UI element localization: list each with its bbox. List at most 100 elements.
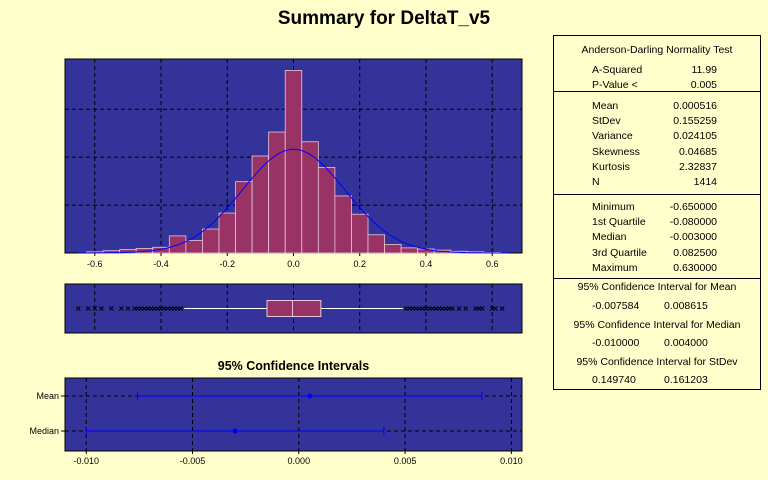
boxplot-outlier-marker (118, 306, 124, 311)
stat-label: 3rd Quartile (592, 247, 647, 259)
boxplot-outlier-marker (479, 306, 485, 311)
ci-chart-title: 95% Confidence Intervals (217, 359, 370, 373)
normality-test-section: Anderson-Darling Normality Test A-Square… (554, 36, 760, 92)
histogram-x-tick-label: 0.0 (287, 259, 300, 269)
ci-row: -0.010000 0.004000 (554, 336, 760, 351)
stat-label: 1st Quartile (592, 216, 646, 228)
boxplot-outlier-marker (450, 306, 455, 311)
normality-test-title: Anderson-Darling Normality Test (581, 44, 733, 56)
stat-label: Maximum (592, 262, 638, 274)
ci-row: 0.149740 0.161203 (554, 373, 760, 388)
stat-value: 11.99 (691, 64, 718, 76)
ci-median-title: 95% Confidence Interval for Median (573, 319, 741, 331)
moments-section: Mean 0.000516 StDev 0.155259 Variance 0.… (554, 92, 760, 195)
ci-row: -0.007584 0.008615 (554, 299, 760, 314)
stat-label: Skewness (592, 146, 640, 158)
stat-label: A-Squared (592, 64, 643, 76)
stat-row: Mean 0.000516 (554, 99, 760, 114)
boxplot-outlier-marker (99, 306, 104, 311)
boxplot-outlier-marker (456, 306, 462, 311)
stat-row: Skewness 0.04685 (554, 145, 760, 160)
histogram-bar (317, 167, 336, 254)
histogram-x-tick-label: 0.6 (486, 259, 499, 269)
stat-row: A-Squared 11.99 (554, 63, 760, 78)
stat-value: 0.024105 (673, 130, 717, 142)
boxplot-outlier-marker (463, 306, 469, 311)
ci-plot-area (64, 377, 523, 452)
ci-lower-value: -0.010000 (592, 337, 640, 349)
ci-row-label: Mean (36, 391, 59, 401)
stat-value: 0.005 (690, 79, 717, 91)
stat-label: Mean (592, 100, 619, 112)
ci-estimate-point (307, 393, 313, 399)
boxplot-outlier-marker (178, 306, 184, 311)
stats-panel: Anderson-Darling Normality Test A-Square… (553, 35, 761, 390)
stat-row: Maximum 0.630000 (554, 261, 760, 276)
stat-value: 1414 (693, 176, 717, 188)
histogram-x-tick-label: -0.2 (220, 259, 236, 269)
histogram-bar (185, 240, 203, 254)
ci-lower-value: -0.007584 (592, 300, 640, 312)
stat-value: 0.155259 (673, 115, 717, 127)
stat-row: N 1414 (554, 175, 760, 190)
histogram-bar (367, 234, 385, 254)
boxplot-outlier-marker (125, 306, 131, 311)
stat-label: Median (592, 231, 627, 243)
ci-upper-value: 0.008615 (664, 300, 708, 312)
ci-lower-value: 0.149740 (592, 374, 636, 386)
stat-row: 3rd Quartile 0.082500 (554, 246, 760, 261)
histogram-x-tick-label: 0.4 (420, 259, 433, 269)
stat-label: Kurtosis (592, 161, 630, 173)
histogram-bar (384, 244, 402, 254)
stat-label: P-Value < (592, 79, 638, 91)
boxplot-outlier-marker (109, 306, 114, 311)
stat-value: -0.650000 (669, 201, 717, 213)
stat-value: -0.003000 (669, 231, 717, 243)
stat-label: StDev (592, 115, 621, 127)
stat-label: Variance (592, 130, 633, 142)
stat-row: Median -0.003000 (554, 230, 760, 245)
stat-value: -0.080000 (669, 216, 717, 228)
ci-upper-value: 0.004000 (664, 337, 708, 349)
boxplot-outlier-marker (493, 306, 498, 311)
histogram-x-tick-label: -0.6 (87, 259, 103, 269)
histogram-bar (400, 247, 419, 254)
histogram-bar (351, 213, 369, 254)
histogram-bar (334, 195, 352, 254)
ci-stdev-title: 95% Confidence Interval for StDev (576, 356, 738, 368)
histogram-x-tick-label: -0.4 (153, 259, 169, 269)
boxplot-outlier-marker (499, 306, 505, 311)
quantiles-section: Minimum -0.650000 1st Quartile -0.080000… (554, 195, 760, 279)
stat-row: 1st Quartile -0.080000 (554, 215, 760, 230)
normal-fit-curve (78, 148, 509, 254)
chart-title: Summary for DeltaT_v5 (277, 8, 491, 29)
boxplot-outlier-marker (92, 306, 98, 311)
ci-x-tick-label: 0.000 (288, 456, 311, 466)
ci-estimate-point (232, 428, 238, 434)
stat-label: Minimum (592, 201, 635, 213)
stat-row: Kurtosis 2.32837 (554, 160, 760, 175)
stat-label: N (592, 176, 600, 188)
stat-value: 0.04685 (679, 146, 717, 158)
histogram-bar (268, 131, 286, 254)
stat-value: 0.000516 (673, 100, 717, 112)
histogram-bar (235, 181, 253, 254)
boxplot-outlier-marker (85, 306, 91, 311)
ci-mean-title: 95% Confidence Interval for Mean (577, 281, 737, 293)
stat-value: 2.32837 (679, 161, 717, 173)
stat-row: Minimum -0.650000 (554, 200, 760, 215)
boxplot-box (266, 300, 322, 317)
stat-row: StDev 0.155259 (554, 114, 760, 129)
histogram-bar (251, 155, 270, 254)
ci-row-label: Median (29, 426, 59, 436)
histogram-x-tick-label: 0.2 (353, 259, 366, 269)
ci-upper-value: 0.161203 (664, 374, 708, 386)
stat-row: Variance 0.024105 (554, 129, 760, 144)
ci-x-tick-label: -0.005 (180, 456, 206, 466)
stat-value: 0.082500 (673, 247, 717, 259)
stat-row: P-Value < 0.005 (554, 78, 760, 93)
stat-value: 0.630000 (673, 262, 717, 274)
boxplot-outlier-marker (75, 306, 81, 311)
histogram-bar (284, 70, 303, 254)
